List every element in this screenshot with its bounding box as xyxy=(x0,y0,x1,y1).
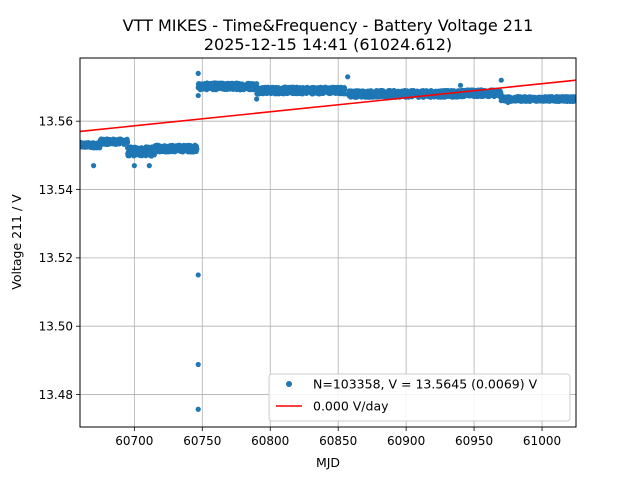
outlier-point xyxy=(131,163,137,169)
x-tick-label: 60850 xyxy=(319,434,357,448)
legend-box xyxy=(268,373,571,422)
data-point xyxy=(194,146,200,152)
grid xyxy=(80,58,576,427)
data-point xyxy=(254,81,260,87)
outlier-point xyxy=(195,361,201,368)
outlier-point xyxy=(146,163,152,169)
y-axis-ticks: 13.48 13.50 13.52 13.54 13.56 xyxy=(39,115,80,402)
outlier-point xyxy=(345,74,351,80)
outlier-point xyxy=(195,406,201,412)
y-tick-label: 13.56 xyxy=(39,115,73,129)
data-point xyxy=(124,139,131,145)
legend: N=103358, V = 13.5645 (0.0069) V 0.000 V… xyxy=(268,373,571,422)
y-tick-label: 13.54 xyxy=(39,183,73,197)
chart-title-line1: VTT MIKES - Time&Frequency - Battery Vol… xyxy=(123,16,534,35)
x-axis-ticks: 60700 60750 60800 60850 60900 60950 61000 xyxy=(115,427,561,448)
data-point xyxy=(342,87,348,93)
x-tick-label: 61000 xyxy=(523,434,561,448)
fit-line-group xyxy=(80,79,576,133)
outlier-point xyxy=(195,70,201,76)
data-point xyxy=(342,91,348,97)
data-points xyxy=(80,70,576,412)
x-tick-label: 60800 xyxy=(251,434,289,448)
outlier-point xyxy=(195,92,201,99)
legend-label-points: N=103358, V = 13.5645 (0.0069) V xyxy=(313,377,538,392)
outlier-point xyxy=(90,163,97,169)
data-point xyxy=(573,94,576,100)
plot-frame xyxy=(79,57,577,428)
outlier-point xyxy=(254,96,260,102)
x-tick-label: 60900 xyxy=(387,434,425,448)
y-axis-label: Voltage 211 / V xyxy=(9,194,24,290)
outlier-point xyxy=(457,82,464,88)
chart-title-line2: 2025-12-15 14:41 (61024.612) xyxy=(204,35,452,54)
x-tick-label: 60950 xyxy=(455,434,493,448)
fit-line xyxy=(80,79,576,133)
legend-marker-points xyxy=(286,381,292,387)
legend-label-line: 0.000 V/day xyxy=(313,399,389,414)
x-tick-label: 60750 xyxy=(183,434,221,448)
x-axis-label: MJD xyxy=(316,455,340,470)
x-tick-label: 60700 xyxy=(115,434,153,448)
outlier-point xyxy=(498,77,504,83)
outlier-point xyxy=(195,272,201,278)
y-tick-label: 13.48 xyxy=(39,388,73,402)
outlier-point xyxy=(505,99,511,106)
y-tick-label: 13.50 xyxy=(39,320,73,334)
y-tick-label: 13.52 xyxy=(39,251,73,265)
